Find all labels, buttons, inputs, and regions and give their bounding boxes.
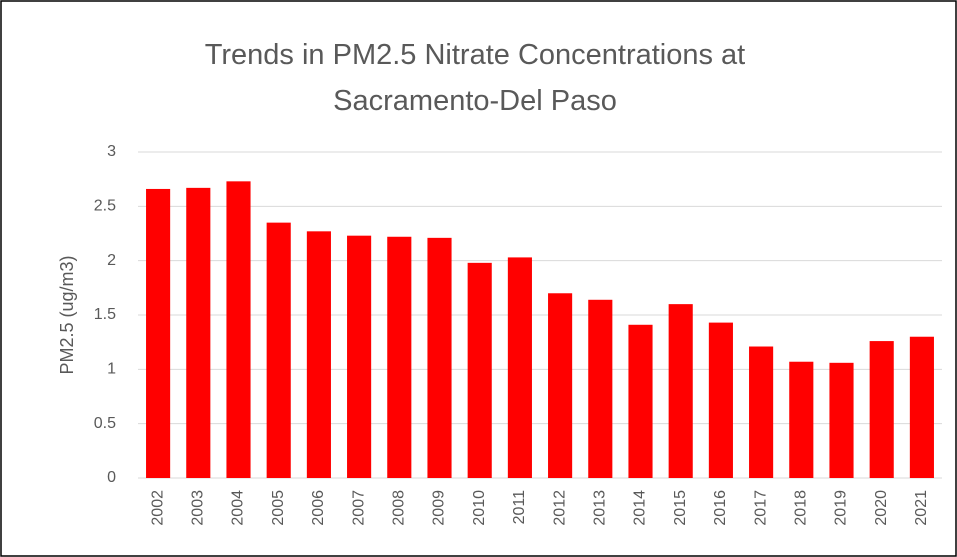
y-tick-label: 3 (107, 143, 116, 160)
bar (507, 257, 532, 478)
x-tick-label: 2009 (431, 490, 448, 526)
x-tick-label: 2012 (551, 490, 568, 526)
bar (347, 235, 372, 478)
bar (387, 236, 412, 478)
bar (909, 336, 934, 478)
bar (427, 237, 452, 478)
y-tick-label: 0 (107, 469, 116, 486)
x-tick-label: 2004 (230, 490, 247, 526)
x-tick-label: 2003 (190, 490, 207, 526)
x-tick-label: 2020 (873, 490, 890, 526)
bar (146, 188, 171, 479)
x-tick-label: 2010 (471, 490, 488, 526)
x-tick-label: 2011 (511, 490, 528, 525)
bar (186, 187, 211, 479)
bar (829, 362, 854, 478)
y-tick-label: 1.5 (94, 306, 116, 323)
x-tick-label: 2002 (149, 490, 166, 526)
x-tick-label: 2007 (350, 490, 367, 526)
bar (749, 346, 774, 478)
x-tick-label: 2005 (270, 490, 287, 526)
y-tick-label: 1 (107, 361, 116, 378)
x-tick-label: 2008 (391, 490, 408, 526)
y-tick-label: 0.5 (94, 415, 116, 432)
bar (789, 361, 814, 478)
x-tick-label: 2006 (310, 490, 327, 526)
x-tick-label: 2013 (592, 490, 609, 526)
bar (708, 322, 733, 478)
y-tick-label: 2 (107, 252, 116, 269)
bar (306, 231, 331, 478)
x-tick-label: 2018 (793, 490, 810, 526)
x-tick-label: 2014 (632, 490, 649, 526)
bar (266, 222, 291, 478)
y-tick-label: 2.5 (94, 198, 116, 215)
x-tick-label: 2021 (913, 490, 930, 526)
bar (548, 293, 573, 478)
x-tick-label: 2019 (833, 490, 850, 526)
bar (226, 181, 251, 478)
bar (628, 324, 653, 478)
x-tick-label: 2015 (672, 490, 689, 526)
chart-title: Trends in PM2.5 Nitrate Concentrations a… (204, 39, 746, 117)
bar (467, 262, 492, 478)
x-tick-label: 2016 (712, 490, 729, 526)
bar (668, 304, 693, 478)
y-axis-label: PM2.5 (ug/m3) (57, 255, 77, 374)
x-tick-label: 2017 (752, 490, 769, 526)
bar (588, 299, 613, 478)
bar (869, 341, 894, 478)
